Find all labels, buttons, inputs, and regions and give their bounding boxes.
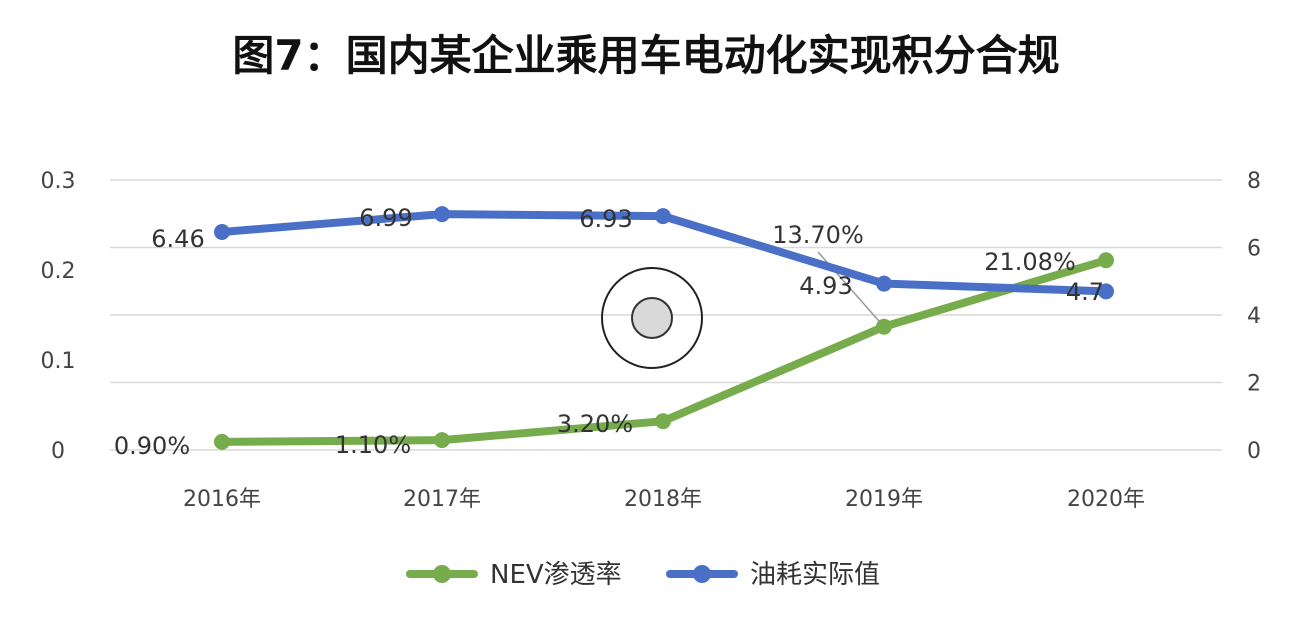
left-axis-ticks: 0 0.1 0.2 0.3 bbox=[41, 169, 76, 464]
right-tick-label: 6 bbox=[1247, 237, 1261, 262]
fuel-point bbox=[876, 275, 892, 292]
right-tick-label: 0 bbox=[1247, 439, 1261, 464]
fuel-data-label: 4.7 bbox=[1066, 278, 1104, 306]
nev-point bbox=[655, 413, 671, 430]
left-tick-label: 0.3 bbox=[41, 169, 76, 194]
fuel-data-label: 4.93 bbox=[799, 272, 852, 300]
right-axis-ticks: 0 2 4 6 8 bbox=[1247, 169, 1261, 464]
cursor-ring bbox=[601, 267, 703, 369]
legend-label: 油耗实际值 bbox=[750, 560, 880, 590]
right-tick-label: 4 bbox=[1247, 304, 1261, 329]
nev-data-label: 1.10% bbox=[335, 431, 411, 459]
x-tick-label: 2017年 bbox=[403, 487, 481, 512]
nev-data-label: 21.08% bbox=[984, 248, 1076, 276]
right-tick-label: 2 bbox=[1247, 372, 1261, 397]
nev-point bbox=[1098, 252, 1114, 269]
x-tick-label: 2018年 bbox=[624, 487, 702, 512]
fuel-series-line bbox=[218, 210, 1110, 296]
legend-label: NEV渗透率 bbox=[490, 560, 622, 590]
fuel-data-label: 6.93 bbox=[579, 205, 632, 233]
cursor-dot bbox=[631, 297, 673, 339]
nev-point bbox=[214, 433, 230, 450]
x-tick-label: 2020年 bbox=[1067, 487, 1145, 512]
legend-swatch-marker bbox=[693, 565, 711, 583]
x-axis-ticks: 2016年 2017年 2018年 2019年 2020年 bbox=[183, 487, 1145, 512]
nev-data-label: 3.20% bbox=[557, 410, 633, 438]
x-tick-label: 2016年 bbox=[183, 487, 261, 512]
fuel-point bbox=[434, 206, 450, 223]
pointer-cursor bbox=[601, 267, 703, 369]
fuel-point bbox=[1098, 283, 1114, 300]
series-lines bbox=[214, 206, 1114, 450]
x-tick-label: 2019年 bbox=[845, 487, 923, 512]
fuel-data-label: 6.46 bbox=[151, 225, 204, 253]
left-tick-label: 0.2 bbox=[41, 259, 76, 284]
data-labels: 0.90% 1.10% 3.20% 13.70% 21.08% 6.46 6.99 6.93 4… bbox=[114, 204, 1104, 460]
left-tick-label: 0.1 bbox=[41, 349, 76, 374]
left-tick-label: 0 bbox=[51, 439, 65, 464]
legend: NEV渗透率 油耗实际值 bbox=[406, 560, 880, 590]
legend-swatch-marker bbox=[433, 565, 451, 583]
chart-title: 图7：国内某企业乘用车电动化实现积分合规 bbox=[232, 31, 1060, 80]
fuel-point bbox=[214, 223, 230, 240]
fuel-point bbox=[655, 208, 671, 225]
nev-point bbox=[434, 432, 450, 449]
nev-data-label: 0.90% bbox=[114, 432, 190, 460]
nev-data-label: 13.70% bbox=[772, 221, 864, 249]
fuel-data-label: 6.99 bbox=[359, 204, 412, 232]
nev-point bbox=[876, 318, 892, 335]
right-tick-label: 8 bbox=[1247, 169, 1261, 194]
